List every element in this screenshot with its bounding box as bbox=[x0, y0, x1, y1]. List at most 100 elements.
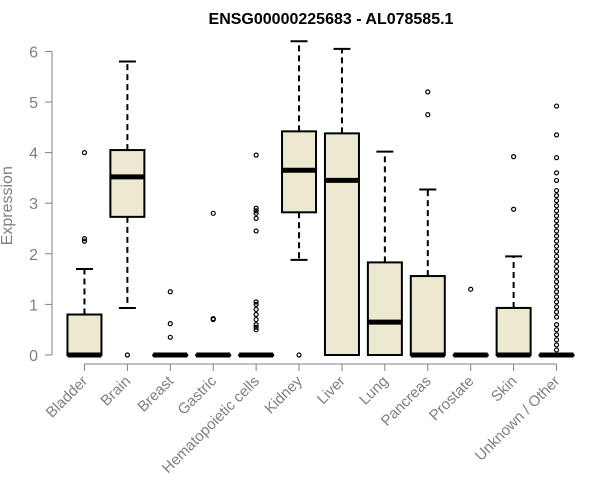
box-skin bbox=[495, 154, 532, 358]
outlier-point bbox=[253, 324, 259, 330]
box-series bbox=[66, 40, 575, 358]
box-iqr bbox=[323, 132, 360, 356]
outlier-point bbox=[253, 228, 259, 234]
x-tick-label: Breast bbox=[134, 372, 177, 415]
outlier-point bbox=[553, 103, 560, 109]
outlier-point bbox=[553, 253, 560, 259]
y-tick-label: 4 bbox=[29, 146, 38, 163]
box-lung bbox=[366, 150, 403, 357]
y-axis-label: Expression bbox=[0, 166, 16, 245]
y-tick-label: 0 bbox=[29, 348, 38, 365]
outlier-point bbox=[253, 311, 259, 318]
outlier-point bbox=[553, 332, 560, 338]
outlier-point bbox=[553, 347, 560, 353]
outlier-point bbox=[553, 132, 560, 138]
box-hematopoietic-cells bbox=[238, 152, 275, 358]
outlier-point bbox=[253, 205, 259, 211]
outlier-point bbox=[553, 208, 560, 214]
box-breast bbox=[152, 289, 189, 358]
outlier-point bbox=[253, 299, 259, 305]
outlier-point bbox=[553, 273, 560, 280]
x-tick-label: Lung bbox=[356, 373, 392, 409]
outlier-point bbox=[553, 248, 560, 254]
outlier-point bbox=[553, 279, 560, 285]
outlier-point bbox=[124, 352, 130, 358]
outlier-point bbox=[468, 286, 474, 292]
outlier-point bbox=[253, 327, 259, 333]
outlier-point bbox=[253, 152, 259, 158]
outlier-point bbox=[553, 223, 560, 229]
outlier-point bbox=[553, 342, 560, 348]
box-prostate bbox=[452, 286, 489, 358]
outlier-point bbox=[253, 210, 259, 216]
box-unknown-other bbox=[538, 103, 575, 358]
outlier-point bbox=[553, 187, 560, 194]
x-tick-label: Prostate bbox=[426, 373, 478, 425]
outlier-point bbox=[511, 154, 517, 160]
outlier-point bbox=[553, 299, 560, 305]
outlier-point bbox=[425, 89, 431, 95]
box-brain bbox=[109, 60, 146, 358]
y-tick-label: 2 bbox=[29, 247, 38, 264]
x-tick-label: Brain bbox=[97, 373, 134, 410]
outlier-point bbox=[210, 210, 216, 216]
outlier-point bbox=[253, 208, 259, 214]
outlier-point bbox=[167, 289, 173, 295]
outlier-point bbox=[81, 236, 88, 242]
outlier-point bbox=[425, 112, 431, 118]
y-tick-label: 3 bbox=[29, 196, 38, 213]
outlier-point bbox=[553, 170, 560, 176]
outlier-point bbox=[553, 337, 560, 343]
outlier-point bbox=[553, 289, 560, 295]
outlier-point bbox=[553, 309, 560, 315]
outlier-point bbox=[553, 263, 560, 270]
y-tick-label: 6 bbox=[29, 44, 38, 61]
outlier-point bbox=[253, 316, 259, 323]
outlier-point bbox=[553, 233, 560, 239]
outlier-point bbox=[253, 306, 259, 313]
outlier-point bbox=[553, 327, 560, 333]
box-iqr bbox=[109, 149, 146, 218]
outlier-point bbox=[553, 258, 560, 264]
outlier-point bbox=[553, 198, 560, 204]
outlier-point bbox=[553, 228, 560, 234]
outlier-point bbox=[167, 334, 173, 340]
box-kidney bbox=[281, 40, 318, 358]
outlier-point bbox=[553, 193, 560, 199]
outlier-point bbox=[253, 301, 259, 307]
box-iqr bbox=[495, 306, 532, 356]
x-tick-label: Liver bbox=[314, 373, 349, 408]
outlier-point bbox=[167, 321, 173, 327]
x-tick-label: Skin bbox=[488, 373, 521, 406]
outlier-point bbox=[553, 268, 560, 275]
outlier-point bbox=[553, 238, 560, 244]
outlier-point bbox=[553, 243, 560, 249]
y-axis: 0 1 2 3 4 5 6 bbox=[29, 44, 53, 365]
box-liver bbox=[323, 47, 360, 356]
chart-title: ENSG00000225683 - AL078585.1 bbox=[209, 11, 454, 28]
y-tick-label: 5 bbox=[29, 95, 38, 112]
outlier-point bbox=[81, 238, 88, 244]
outlier-point bbox=[296, 352, 302, 358]
outlier-point bbox=[253, 322, 259, 328]
outlier-point bbox=[553, 203, 560, 209]
outlier-point bbox=[253, 215, 259, 221]
y-tick-label: 1 bbox=[29, 297, 38, 314]
outlier-point bbox=[553, 314, 560, 320]
outlier-point bbox=[553, 213, 560, 219]
outlier-point bbox=[553, 322, 560, 328]
box-gastric bbox=[195, 210, 232, 358]
x-tick-label: Bladder bbox=[43, 373, 92, 422]
outlier-point bbox=[210, 315, 216, 322]
box-iqr bbox=[66, 313, 103, 356]
outlier-point bbox=[553, 177, 560, 184]
outlier-point bbox=[511, 206, 517, 212]
x-tick-label: Kidney bbox=[261, 372, 306, 417]
box-iqr bbox=[366, 261, 403, 357]
outlier-point bbox=[553, 294, 560, 300]
box-bladder bbox=[66, 150, 103, 358]
box-pancreas bbox=[409, 89, 446, 358]
outlier-point bbox=[553, 304, 560, 310]
